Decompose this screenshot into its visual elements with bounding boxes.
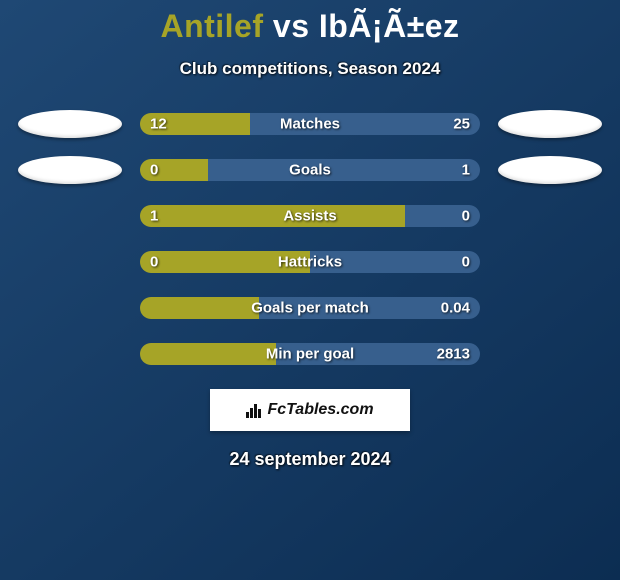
stat-label: Goals [289, 162, 331, 179]
player-left-marker [18, 110, 122, 138]
player-left-name: Antilef [160, 8, 263, 44]
attribution-text: FcTables.com [267, 401, 373, 419]
stat-bar-left [140, 297, 259, 319]
stat-value-left: 0 [150, 254, 158, 271]
stat-row: 0 0 Hattricks [0, 251, 620, 273]
stat-label: Min per goal [266, 346, 354, 363]
stat-bar: 0 0 Hattricks [140, 251, 480, 273]
stat-label: Hattricks [278, 254, 342, 271]
stat-bar: 12 25 Matches [140, 113, 480, 135]
stat-label: Assists [283, 208, 336, 225]
stat-value-left: 0 [150, 162, 158, 179]
subtitle: Club competitions, Season 2024 [0, 59, 620, 79]
stat-value-right: 0 [462, 254, 470, 271]
bars-icon [246, 402, 261, 418]
stat-bar: 2813 Min per goal [140, 343, 480, 365]
stat-bar-left [140, 205, 405, 227]
player-right-marker [498, 110, 602, 138]
stat-bar: 0 1 Goals [140, 159, 480, 181]
stat-bar: 0.04 Goals per match [140, 297, 480, 319]
stat-label: Goals per match [251, 300, 369, 317]
stat-row: 1 0 Assists [0, 205, 620, 227]
attribution-badge[interactable]: FcTables.com [210, 389, 410, 431]
stat-value-right: 2813 [437, 346, 470, 363]
stat-value-right: 25 [453, 116, 470, 133]
vs-separator: vs [273, 8, 310, 44]
stat-value-left: 12 [150, 116, 167, 133]
player-right-name: IbÃ¡Ã±ez [319, 8, 460, 44]
stat-bar: 1 0 Assists [140, 205, 480, 227]
stat-row: 12 25 Matches [0, 113, 620, 135]
date-label: 24 september 2024 [0, 449, 620, 470]
player-right-marker [498, 156, 602, 184]
stat-row: 2813 Min per goal [0, 343, 620, 365]
stat-value-left: 1 [150, 208, 158, 225]
stat-value-right: 1 [462, 162, 470, 179]
stat-row: 0 1 Goals [0, 159, 620, 181]
player-left-marker [18, 156, 122, 184]
stat-bar-right [208, 159, 480, 181]
comparison-infographic: Antilef vs IbÃ¡Ã±ez Club competitions, S… [0, 0, 620, 580]
stat-row: 0.04 Goals per match [0, 297, 620, 319]
stat-bar-left [140, 343, 276, 365]
stat-value-right: 0.04 [441, 300, 470, 317]
page-title: Antilef vs IbÃ¡Ã±ez [0, 8, 620, 45]
stat-value-right: 0 [462, 208, 470, 225]
stat-label: Matches [280, 116, 340, 133]
stat-rows: 12 25 Matches 0 1 Goals 1 0 Assists 0 0 Hattricks 0.… [0, 113, 620, 365]
